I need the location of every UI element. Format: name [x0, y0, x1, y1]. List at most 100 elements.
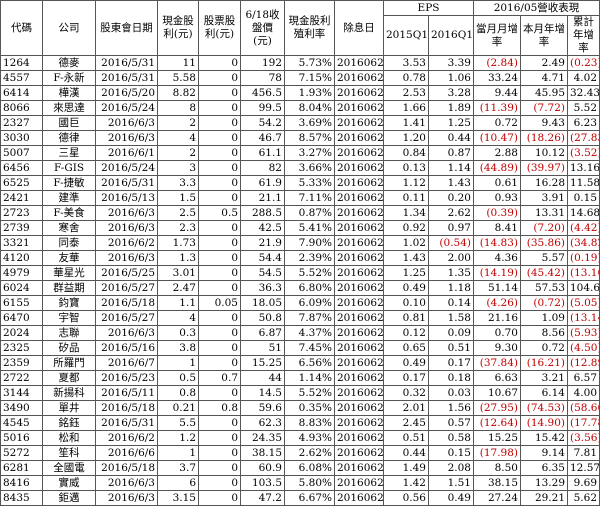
- table-cell: 3.27%: [284, 145, 335, 161]
- table-cell: (4.26): [473, 295, 521, 311]
- table-cell: 0.7: [198, 370, 241, 386]
- table-cell: 82: [240, 160, 285, 176]
- table-cell: 38.15: [240, 445, 285, 461]
- table-cell: 0.81: [383, 310, 429, 326]
- header-cell: 股東會日期: [95, 0, 158, 56]
- table-cell: 38.15: [473, 475, 521, 491]
- table-cell: 鉅邁: [42, 490, 96, 506]
- table-cell: 51.14: [473, 280, 521, 296]
- table-cell: 0.49: [383, 355, 429, 371]
- table-cell: 2016/5/25: [95, 265, 158, 281]
- table-cell: 8: [157, 100, 199, 116]
- table-cell: 2325: [0, 340, 43, 356]
- table-cell: 8.04%: [284, 100, 335, 116]
- table-cell: (4.42): [566, 220, 600, 236]
- table-cell: 0: [198, 265, 241, 281]
- table-cell: 0: [198, 415, 241, 431]
- table-cell: 0.49: [428, 490, 474, 506]
- table-cell: 6155: [0, 295, 43, 311]
- table-cell: 3.91: [520, 190, 568, 206]
- table-cell: 0.57: [428, 415, 474, 431]
- table-cell: 0: [198, 280, 241, 296]
- table-cell: 2016/5/31: [95, 175, 158, 191]
- table-cell: 6.57: [566, 370, 600, 386]
- table-row: 2327國巨2016/6/32054.23.69%201606211.411.2…: [0, 115, 600, 131]
- table-cell: 新揚科: [42, 385, 96, 401]
- table-cell: 57.53: [520, 280, 568, 296]
- table-cell: 6.08%: [284, 460, 335, 476]
- table-row: 2325矽品2016/5/163.80517.45%201606230.650.…: [0, 340, 600, 356]
- header-cell: 現金股利殖利率: [284, 0, 335, 56]
- table-cell: 6: [157, 475, 199, 491]
- table-cell: 0.32: [383, 385, 429, 401]
- table-cell: 1.43: [428, 175, 474, 191]
- table-cell: (44.89): [473, 160, 521, 176]
- table-cell: 0: [198, 430, 241, 446]
- table-cell: 三星: [42, 145, 96, 161]
- table-cell: 2016/5/24: [95, 100, 158, 116]
- table-cell: 0.93: [473, 190, 521, 206]
- table-cell: 群益期: [42, 280, 96, 296]
- table-cell: 5.62: [566, 490, 600, 506]
- table-cell: 單井: [42, 400, 96, 416]
- table-cell: 2024: [0, 325, 43, 341]
- table-cell: 50.8: [240, 310, 285, 326]
- table-cell: 99.5: [240, 100, 285, 116]
- table-cell: (2.84): [473, 55, 521, 71]
- table-cell: 實威: [42, 475, 96, 491]
- table-cell: 6.80%: [284, 280, 335, 296]
- table-cell: 0.3: [157, 325, 199, 341]
- table-cell: 0: [198, 85, 241, 101]
- table-cell: 0: [198, 145, 241, 161]
- table-cell: (3.56): [566, 430, 600, 446]
- table-cell: (14.83): [473, 235, 521, 251]
- table-cell: 0.87: [428, 145, 474, 161]
- table-cell: 9.43: [520, 115, 568, 131]
- table-cell: 78: [240, 70, 285, 86]
- table-cell: 6.63: [473, 370, 521, 386]
- table-cell: 12.57: [566, 460, 600, 476]
- table-cell: 1.18: [428, 280, 474, 296]
- table-cell: 0: [198, 220, 241, 236]
- table-cell: 60.9: [240, 460, 285, 476]
- table-cell: 2.01: [383, 400, 429, 416]
- table-cell: 288.5: [240, 205, 285, 221]
- table-cell: 來思達: [42, 100, 96, 116]
- table-cell: 1.25: [383, 265, 429, 281]
- table-cell: 2016/6/6: [95, 445, 158, 461]
- table-cell: 3144: [0, 385, 43, 401]
- table-cell: 14.5: [240, 385, 285, 401]
- table-cell: 21.16: [473, 310, 521, 326]
- table-cell: 3.3: [157, 175, 199, 191]
- table-cell: 3.21: [520, 370, 568, 386]
- table-cell: 0.05: [198, 295, 241, 311]
- table-cell: 6.87: [240, 325, 285, 341]
- table-cell: 3.01: [157, 265, 199, 281]
- table-cell: 鈞寶: [42, 295, 96, 311]
- table-row: 4545銘鈺2016/5/315.5062.38.83%201606232.45…: [0, 415, 600, 431]
- table-cell: 3.7: [157, 460, 199, 476]
- table-cell: 0.44: [383, 445, 429, 461]
- table-cell: (14.19): [473, 265, 521, 281]
- table-cell: 6525: [0, 175, 43, 191]
- table-cell: 2016/6/3: [95, 325, 158, 341]
- table-cell: 友華: [42, 250, 96, 266]
- table-cell: 29.21: [520, 490, 568, 506]
- table-cell: 同泰: [42, 235, 96, 251]
- table-cell: 0.03: [428, 385, 474, 401]
- table-cell: 2016/5/24: [95, 160, 158, 176]
- table-cell: (34.82): [566, 235, 600, 251]
- table-cell: 2016/5/18: [95, 460, 158, 476]
- table-cell: 2016/5/11: [95, 385, 158, 401]
- table-cell: 0.70: [473, 325, 521, 341]
- table-cell: 11.58: [566, 175, 600, 191]
- table-cell: 456.5: [240, 85, 285, 101]
- table-cell: 21.1: [240, 190, 285, 206]
- table-cell: F-捷敏: [42, 175, 96, 191]
